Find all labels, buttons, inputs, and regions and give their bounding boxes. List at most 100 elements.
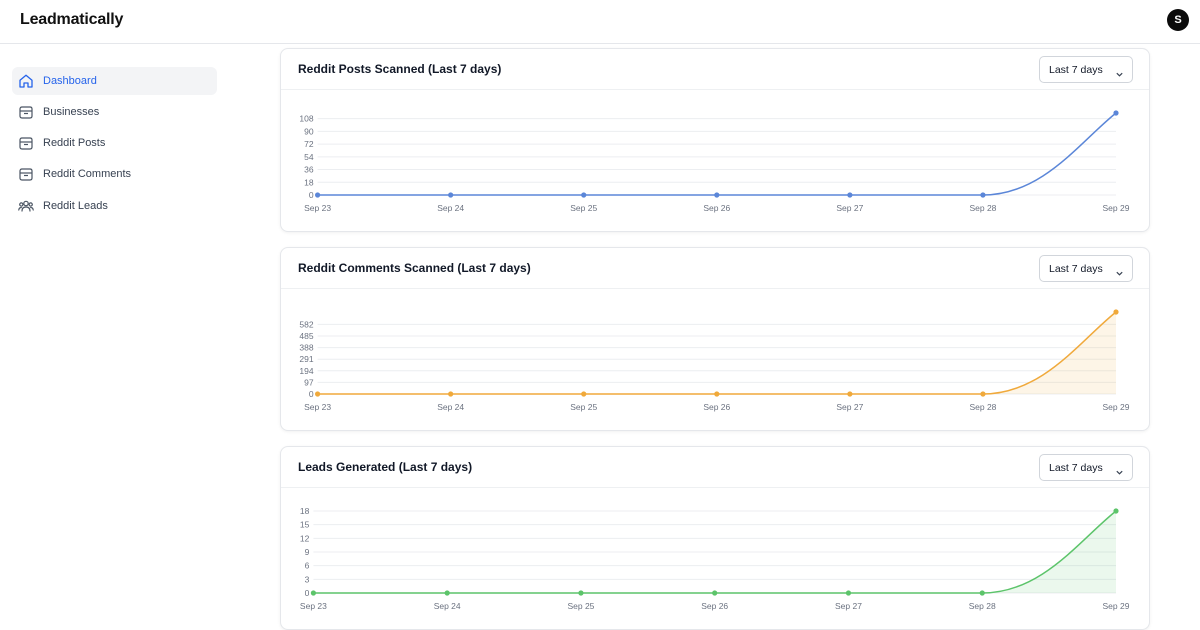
x-tick-label: Sep 27 xyxy=(836,402,863,412)
x-tick-label: Sep 29 xyxy=(1103,601,1130,611)
y-tick-label: 6 xyxy=(305,561,310,571)
data-point xyxy=(1113,508,1119,514)
box-icon xyxy=(18,104,34,120)
data-point xyxy=(714,192,720,198)
x-tick-label: Sep 27 xyxy=(835,601,862,611)
y-tick-label: 485 xyxy=(299,331,313,341)
data-point xyxy=(1113,110,1119,116)
range-select[interactable]: Last 7 days xyxy=(1039,56,1133,83)
x-tick-label: Sep 25 xyxy=(567,601,594,611)
x-tick-label: Sep 28 xyxy=(969,203,996,213)
x-tick-label: Sep 24 xyxy=(434,601,461,611)
x-tick-label: Sep 26 xyxy=(703,203,730,213)
sidebar: Dashboard Businesses Reddit Posts Reddit… xyxy=(0,44,230,625)
range-select-value: Last 7 days xyxy=(1049,63,1103,76)
data-point xyxy=(444,590,450,596)
data-point xyxy=(1113,309,1119,315)
x-tick-label: Sep 25 xyxy=(570,203,597,213)
card-header: Reddit Posts Scanned (Last 7 days) Last … xyxy=(281,49,1149,90)
data-point xyxy=(979,590,985,596)
x-tick-label: Sep 23 xyxy=(300,601,327,611)
data-point xyxy=(712,590,718,596)
x-tick-label: Sep 28 xyxy=(969,601,996,611)
y-tick-label: 18 xyxy=(304,177,314,187)
y-tick-label: 0 xyxy=(309,190,314,200)
y-tick-label: 9 xyxy=(305,547,310,557)
data-point xyxy=(310,590,316,596)
main-content: Reddit Posts Scanned (Last 7 days) Last … xyxy=(230,44,1200,630)
box-icon xyxy=(18,135,34,151)
sidebar-item-reddit-posts[interactable]: Reddit Posts xyxy=(12,129,217,157)
card-title: Reddit Comments Scanned (Last 7 days) xyxy=(298,261,531,275)
data-point xyxy=(980,192,986,198)
y-tick-label: 97 xyxy=(304,377,314,387)
card-header: Reddit Comments Scanned (Last 7 days) La… xyxy=(281,248,1149,289)
box-icon xyxy=(18,166,34,182)
posts-chart-card: Reddit Posts Scanned (Last 7 days) Last … xyxy=(280,48,1150,232)
x-tick-label: Sep 23 xyxy=(304,402,331,412)
sidebar-item-label: Businesses xyxy=(43,106,100,118)
chevron-down-icon xyxy=(1115,464,1124,475)
y-tick-label: 0 xyxy=(309,389,314,399)
x-tick-label: Sep 24 xyxy=(437,402,464,412)
data-point xyxy=(847,391,853,397)
y-tick-label: 12 xyxy=(300,533,310,543)
users-icon xyxy=(18,198,34,214)
data-point xyxy=(847,192,853,198)
data-point xyxy=(315,192,321,198)
sidebar-item-label: Reddit Posts xyxy=(43,137,106,149)
data-point xyxy=(980,391,986,397)
y-tick-label: 194 xyxy=(299,366,313,376)
x-tick-label: Sep 27 xyxy=(836,203,863,213)
y-tick-label: 582 xyxy=(299,319,313,329)
y-tick-label: 90 xyxy=(304,126,314,136)
leads-chart-card: Leads Generated (Last 7 days) Last 7 day… xyxy=(280,446,1150,630)
y-tick-label: 0 xyxy=(305,588,310,598)
top-bar: Leadmatically S xyxy=(0,0,1200,44)
series-area xyxy=(313,511,1116,593)
series-area xyxy=(317,312,1117,394)
card-title: Reddit Posts Scanned (Last 7 days) xyxy=(298,62,502,76)
user-avatar[interactable]: S xyxy=(1167,9,1189,31)
app-logo[interactable]: Leadmatically xyxy=(20,11,124,28)
sidebar-item-dashboard[interactable]: Dashboard xyxy=(12,67,217,95)
range-select[interactable]: Last 7 days xyxy=(1039,454,1133,481)
data-point xyxy=(448,391,454,397)
x-tick-label: Sep 28 xyxy=(969,402,996,412)
y-tick-label: 54 xyxy=(304,152,314,162)
chevron-down-icon xyxy=(1115,265,1124,276)
data-point xyxy=(714,391,720,397)
range-select-value: Last 7 days xyxy=(1049,262,1103,275)
x-tick-label: Sep 23 xyxy=(304,203,331,213)
sidebar-item-reddit-comments[interactable]: Reddit Comments xyxy=(12,160,217,188)
x-tick-label: Sep 26 xyxy=(701,601,728,611)
home-icon xyxy=(18,73,34,89)
sidebar-item-label: Reddit Leads xyxy=(43,200,108,212)
x-tick-label: Sep 29 xyxy=(1103,203,1130,213)
y-tick-label: 36 xyxy=(304,165,314,175)
y-tick-label: 15 xyxy=(300,520,310,530)
sidebar-item-label: Dashboard xyxy=(43,75,97,87)
leads-area-chart: 0 3 6 9 12 15 18 Sep 23 Sep 24 Sep 25 Sep 26 Sep 27… xyxy=(300,506,1130,611)
y-tick-label: 388 xyxy=(299,343,313,353)
y-tick-label: 72 xyxy=(304,139,314,149)
posts-line-chart: 0 18 36 54 72 90 108 Sep 23 Sep 24 Sep 25 Sep 26 Se… xyxy=(299,110,1130,213)
range-select-value: Last 7 days xyxy=(1049,461,1103,474)
sidebar-item-label: Reddit Comments xyxy=(43,168,132,180)
range-select[interactable]: Last 7 days xyxy=(1039,255,1133,282)
sidebar-item-reddit-leads[interactable]: Reddit Leads xyxy=(12,192,217,220)
data-point xyxy=(315,391,321,397)
data-point xyxy=(845,590,852,596)
data-point xyxy=(581,391,587,397)
y-tick-label: 18 xyxy=(300,506,310,516)
x-tick-label: Sep 25 xyxy=(570,402,597,412)
y-tick-label: 291 xyxy=(299,354,313,364)
x-tick-label: Sep 29 xyxy=(1103,402,1130,412)
chevron-down-icon xyxy=(1115,66,1124,77)
x-tick-label: Sep 24 xyxy=(437,203,464,213)
sidebar-item-businesses[interactable]: Businesses xyxy=(12,98,217,126)
comments-chart-card: Reddit Comments Scanned (Last 7 days) La… xyxy=(280,247,1150,431)
data-point xyxy=(578,590,584,596)
y-tick-label: 108 xyxy=(299,114,313,124)
